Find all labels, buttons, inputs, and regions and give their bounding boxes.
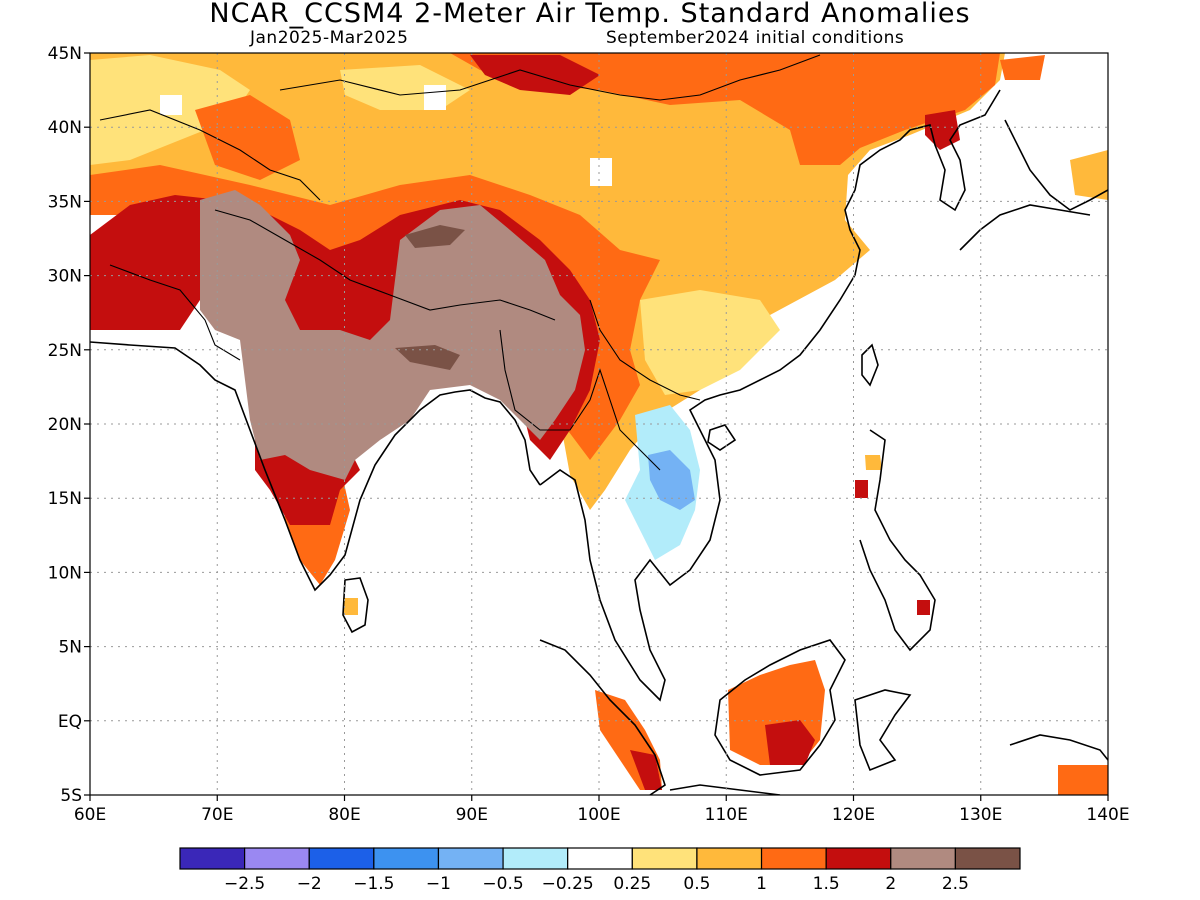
lat-tick-label: 40N	[48, 118, 82, 138]
lon-tick-label: 140E	[1086, 805, 1129, 825]
red-patch-philippines	[855, 480, 868, 498]
yellow-patch-philippines	[865, 455, 882, 470]
colorbar-swatch	[437, 847, 504, 870]
colorbar-swatch	[502, 847, 569, 870]
initial-conditions: September2024 initial conditions	[606, 28, 905, 48]
coast-korea-japan	[1004, 119, 1108, 211]
red-patch-mindanao	[917, 600, 930, 615]
colorbar-swatch	[567, 847, 633, 870]
coast-sri-lanka	[342, 577, 369, 634]
coast-borneo	[714, 639, 846, 776]
coast-japan-south	[959, 204, 1091, 251]
lon-tick-label: 90E	[456, 805, 488, 825]
yellow-patch-sri-lanka	[343, 598, 358, 615]
colorbar-label: −1	[426, 874, 451, 894]
dark-brown-patch-ganges	[395, 345, 460, 370]
lat-tick-label: 15N	[48, 489, 82, 509]
coast-india	[90, 341, 541, 592]
colorbar-swatch	[631, 847, 698, 870]
red-patch-borneo	[765, 720, 815, 765]
colorbar-swatch	[244, 847, 310, 870]
coast-sumatra	[539, 639, 666, 795]
colorbar-label: −1.5	[353, 874, 394, 894]
colorbar-label: 2	[885, 874, 896, 894]
orange-patch-central-asia	[195, 95, 300, 180]
grid-lines	[90, 53, 1108, 795]
lat-tick-label: EQ	[58, 712, 82, 732]
pale-yellow-patch-south-china	[640, 290, 780, 395]
colorbar-label: −2.5	[224, 874, 265, 894]
lat-tick-label: 25N	[48, 341, 82, 361]
white-hole-1	[424, 85, 446, 110]
lat-tick-label: 45N	[48, 44, 82, 64]
coast-new-guinea	[1009, 734, 1108, 761]
lat-tick-label: 35N	[48, 192, 82, 212]
border-central-asia	[99, 109, 321, 201]
forecast-period: Jan2025-Mar2025	[250, 28, 409, 48]
lat-tick-label: 20N	[48, 415, 82, 435]
colorbar-label: 2.5	[942, 874, 969, 894]
colorbar-label: −2	[297, 874, 322, 894]
coast-indochina	[539, 89, 1001, 702]
lon-tick-label: 60E	[74, 805, 106, 825]
lon-tick-label: 110E	[705, 805, 748, 825]
border-himalaya	[214, 209, 556, 321]
lon-tick-label: 130E	[959, 805, 1002, 825]
map-title: NCAR_CCSM4 2-Meter Air Temp. Standard An…	[209, 0, 971, 29]
coast-philippines	[859, 429, 936, 652]
yellow-patch-japan	[1070, 150, 1108, 200]
axis-ticks: 60E 70E 80E 90E 100E 110E 120E 130E 140E 45N 40N 35…	[48, 44, 1130, 825]
border-china-vietnam	[589, 299, 701, 401]
colorbar-label: −0.25	[542, 874, 594, 894]
lat-tick-label: 10N	[48, 563, 82, 583]
coastlines	[90, 89, 1108, 795]
border-china-mongolia	[279, 54, 821, 101]
brown-region-india-tibet	[200, 190, 585, 480]
colorbar-swatch	[308, 847, 375, 870]
border-myanmar	[499, 329, 661, 471]
colorbar-swatch	[696, 847, 763, 870]
lat-tick-label: 5N	[58, 638, 82, 658]
colorbar-label: 0.5	[683, 874, 710, 894]
colorbar-label: 0.25	[613, 874, 651, 894]
coast-taiwan	[861, 343, 879, 387]
red-patch-sumatra	[630, 750, 662, 790]
orange-patch-new-guinea	[1058, 765, 1108, 795]
colorbar-swatch	[890, 847, 956, 870]
coast-hainan	[707, 424, 737, 451]
light-blue-patch-laos	[648, 450, 695, 510]
lon-tick-label: 120E	[832, 805, 875, 825]
white-hole-2	[590, 158, 612, 186]
colorbar: −2.5 −2 −1.5 −1 −0.5 −0.25 0.25 0.5 1 1.5 2 2.5	[179, 847, 1021, 894]
orange-patch-ne-china	[1000, 55, 1045, 80]
colorbar-swatch	[825, 847, 892, 870]
colorbar-swatch	[760, 847, 827, 870]
lon-tick-label: 70E	[201, 805, 233, 825]
colorbar-swatch	[373, 847, 440, 870]
coast-sulawesi	[854, 689, 912, 772]
anomaly-fields	[90, 53, 1108, 795]
lat-tick-label: 5S	[60, 786, 82, 806]
lat-tick-label: 30N	[48, 267, 82, 287]
country-borders	[99, 54, 821, 471]
border-pakistan	[109, 264, 241, 361]
white-hole-3	[160, 95, 182, 115]
colorbar-label: 1.5	[813, 874, 840, 894]
coast-java	[669, 784, 781, 795]
lon-tick-label: 100E	[577, 805, 620, 825]
colorbar-swatch	[954, 847, 1021, 870]
colorbar-label: 1	[756, 874, 767, 894]
lon-tick-label: 80E	[328, 805, 360, 825]
colorbar-swatch	[179, 847, 246, 870]
dark-brown-patch-tibet	[405, 225, 465, 248]
colorbar-label: −0.5	[482, 874, 523, 894]
